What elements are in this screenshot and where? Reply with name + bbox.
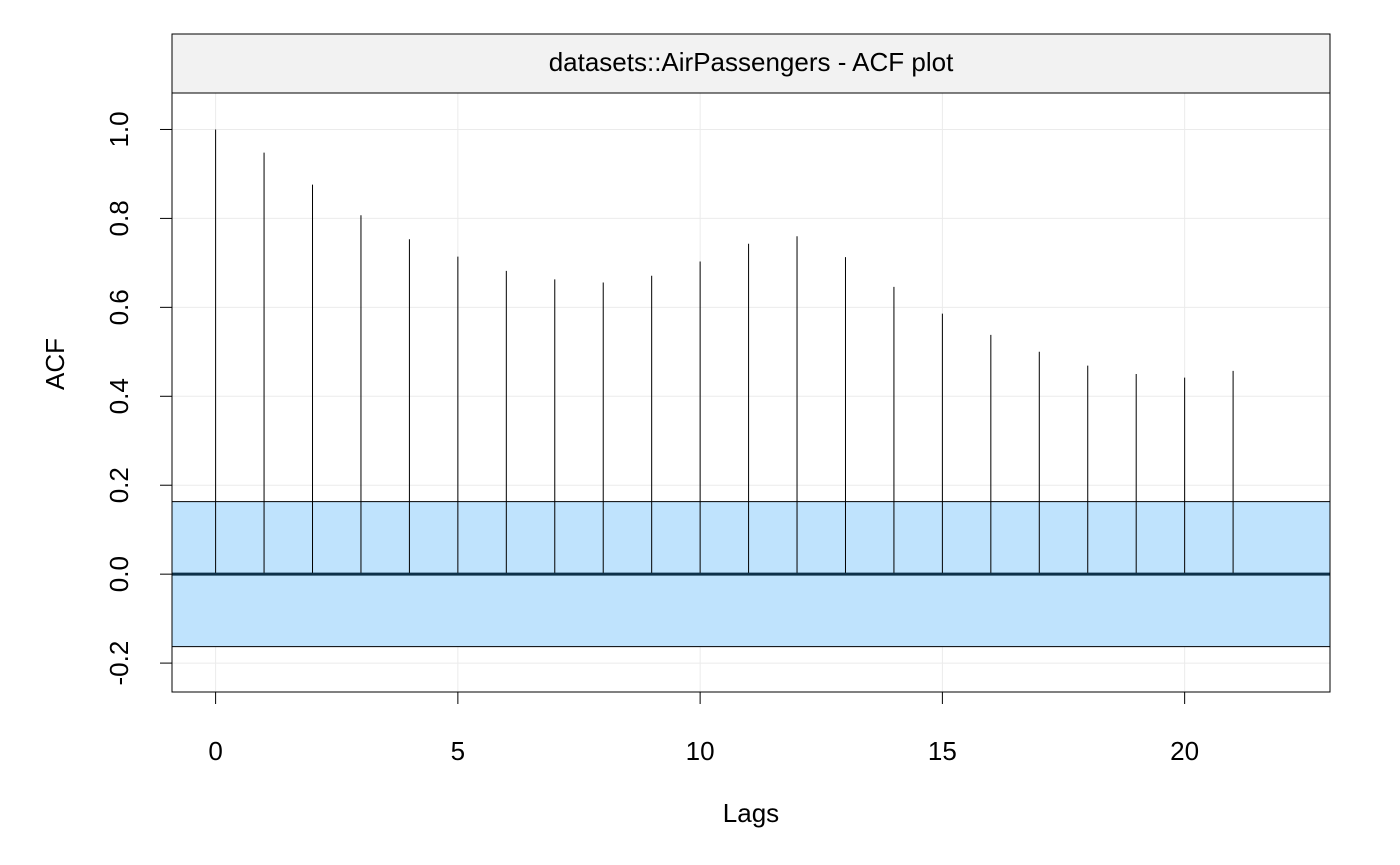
x-tick-label: 20 <box>1170 736 1199 766</box>
title-strip <box>171 33 1331 94</box>
y-axis-label: ACF <box>40 338 70 390</box>
y-tick-label: -0.2 <box>104 641 134 686</box>
x-tick-label: 10 <box>686 736 715 766</box>
x-axis-label: Lags <box>723 798 779 828</box>
plot-border <box>171 92 1331 693</box>
plot-area <box>172 93 1330 692</box>
chart-title: datasets::AirPassengers - ACF plot <box>549 47 954 77</box>
x-axis: 0 5 10 15 20 <box>208 692 1199 766</box>
acf-bars <box>172 129 1330 576</box>
y-axis: -0.2 0.0 0.2 0.4 0.6 0.8 1.0 <box>104 111 172 686</box>
y-tick-label: 0.6 <box>104 289 134 325</box>
y-tick-label: 1.0 <box>104 111 134 147</box>
y-tick-label: 0.4 <box>104 378 134 414</box>
y-tick-label: 0.8 <box>104 200 134 236</box>
y-tick-label: 0.0 <box>104 556 134 592</box>
x-tick-label: 15 <box>928 736 957 766</box>
y-tick-label: 0.2 <box>104 467 134 503</box>
x-tick-label: 0 <box>208 736 222 766</box>
x-tick-label: 5 <box>451 736 465 766</box>
